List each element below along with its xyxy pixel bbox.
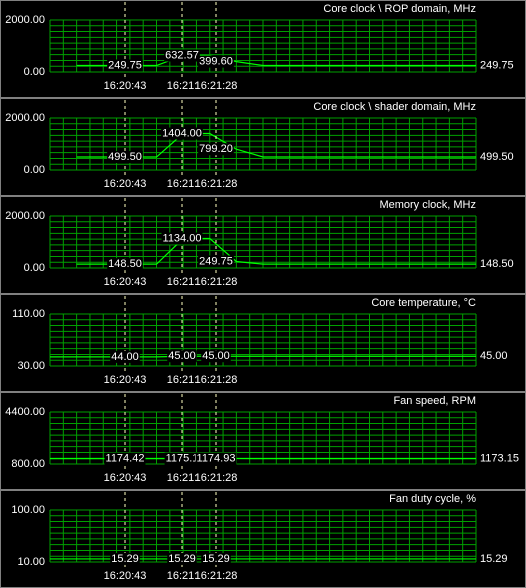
y-max-label: 100.00	[11, 504, 45, 516]
marker-label-bg	[110, 350, 140, 363]
panel-title: Core clock \ shader domain, MHz	[313, 101, 476, 113]
marker-label-bg	[104, 452, 146, 465]
marker-label: 249.75	[108, 59, 142, 71]
cursor-time: 16:20:43	[104, 374, 147, 386]
y-min-label: 0.00	[24, 66, 45, 78]
cursor-time: 16:21:	[167, 276, 198, 288]
cursor-time: 16:21:28	[195, 276, 238, 288]
y-max-label: 2000.00	[5, 112, 45, 124]
y-min-label: 0.00	[24, 262, 45, 274]
marker-label: 499.50	[108, 151, 142, 163]
marker-label-bg	[164, 452, 200, 465]
cursor-time: 16:21:	[167, 472, 198, 484]
panel-title: Fan duty cycle, %	[389, 493, 476, 505]
graph-panel: 110.00 30.00 Core temperature, °C 16:20:43 4…	[0, 294, 526, 392]
panel-title: Fan speed, RPM	[393, 395, 476, 407]
cursor-time: 16:20:43	[104, 80, 147, 92]
cursor-time: 16:21:	[167, 570, 198, 582]
graph-panel: 100.00 10.00 Fan duty cycle, % 16:20:43 15.2…	[0, 490, 526, 588]
current-value: 249.75	[480, 59, 514, 71]
y-min-label: 30.00	[17, 360, 45, 372]
y-max-label: 4400.00	[5, 406, 45, 418]
marker-label: 15.29	[111, 553, 139, 565]
marker-label: 249.75	[199, 255, 233, 267]
marker-label: 1174.93	[197, 452, 236, 464]
marker-label: 399.60	[199, 56, 233, 68]
marker-label: 45.00	[168, 350, 196, 362]
cursor-time: 16:21:28	[195, 472, 238, 484]
cursor-time: 16:21:28	[195, 374, 238, 386]
marker-label-bg	[198, 143, 234, 156]
marker-label: 1134.00	[163, 232, 202, 244]
current-value: 15.29	[480, 553, 508, 565]
cursor-time: 16:21:	[167, 374, 198, 386]
marker-label: 1175.1	[166, 452, 199, 464]
cursor-time: 16:20:43	[104, 276, 147, 288]
cursor-time: 16:21:	[167, 80, 198, 92]
y-max-label: 2000.00	[5, 210, 45, 222]
marker-label: 632.57	[165, 49, 199, 61]
trace-line	[76, 132, 476, 158]
y-min-label: 800.00	[11, 458, 45, 470]
current-value: 499.50	[480, 151, 514, 163]
marker-label-bg	[110, 552, 140, 565]
trace-line	[76, 237, 476, 265]
marker-label-bg	[167, 552, 197, 565]
marker-label: 1404.00	[162, 127, 202, 139]
trace-line	[76, 54, 476, 67]
marker-label: 45.00	[202, 350, 230, 362]
marker-label-bg	[164, 49, 200, 62]
cursor-time: 16:21:28	[195, 178, 238, 190]
graph-panel: 2000.00 0.00 Core clock \ shader domain, M…	[0, 98, 526, 196]
marker-label: 1174.42	[106, 452, 145, 464]
current-value: 1173.15	[480, 453, 519, 465]
marker-label-bg	[107, 151, 143, 164]
marker-label-bg	[161, 232, 203, 245]
graph-panel: 2000.00 0.00 Core clock \ ROP domain, MHz 1…	[0, 0, 526, 98]
graph-panel: 2000.00 0.00 Memory clock, MHz 16:20:43 148.…	[0, 196, 526, 294]
y-max-label: 2000.00	[5, 14, 45, 26]
current-value: 148.50	[480, 258, 514, 270]
y-min-label: 0.00	[24, 164, 45, 176]
marker-label-bg	[201, 552, 231, 565]
cursor-time: 16:21:28	[195, 80, 238, 92]
marker-label-bg	[201, 350, 231, 363]
marker-label-bg	[107, 59, 143, 72]
graph-panel: 4400.00 800.00 Fan speed, RPM 16:20:43 1174.…	[0, 392, 526, 490]
marker-label-bg	[161, 127, 203, 140]
marker-label: 15.29	[202, 553, 230, 565]
marker-label: 44.00	[111, 351, 139, 363]
marker-label-bg	[107, 258, 143, 271]
marker-label-bg	[198, 255, 234, 268]
marker-label-bg	[195, 452, 237, 465]
marker-label: 799.20	[199, 143, 233, 155]
panel-title: Memory clock, MHz	[379, 199, 476, 211]
marker-label: 15.29	[168, 553, 196, 565]
cursor-time: 16:21:28	[195, 570, 238, 582]
cursor-time: 16:20:43	[104, 570, 147, 582]
cursor-time: 16:20:43	[104, 178, 147, 190]
marker-label-bg	[198, 55, 234, 68]
current-value: 45.00	[480, 350, 508, 362]
marker-label-bg	[167, 350, 197, 363]
panel-title: Core clock \ ROP domain, MHz	[323, 3, 476, 15]
cursor-time: 16:21:	[167, 178, 198, 190]
y-min-label: 10.00	[17, 556, 45, 568]
y-max-label: 110.00	[12, 308, 45, 320]
panel-title: Core temperature, °C	[371, 297, 476, 309]
marker-label: 148.50	[108, 258, 142, 270]
cursor-time: 16:20:43	[104, 472, 147, 484]
